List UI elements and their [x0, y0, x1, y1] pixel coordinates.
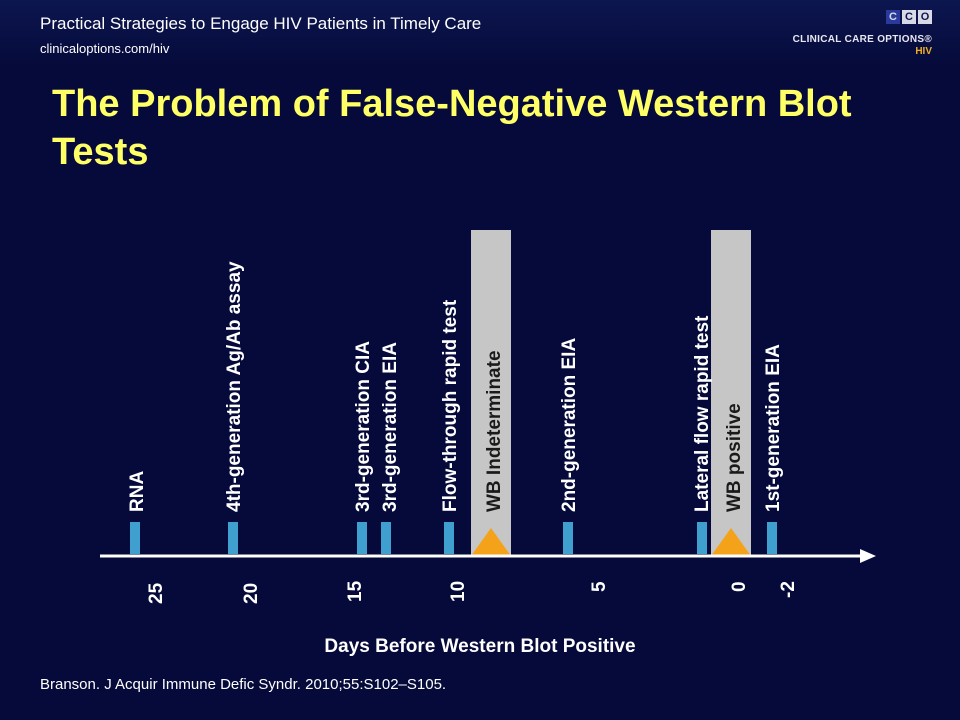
marker-4th-gen: [228, 522, 238, 554]
citation: Branson. J Acquir Immune Defic Syndr. 20…: [40, 676, 447, 693]
presentation-url: clinicaloptions.com/hiv: [40, 41, 170, 56]
marker-3rd-gen-cia: [357, 522, 367, 554]
marker-3rd-gen-eia: [381, 522, 391, 554]
logo-hiv: HIV: [915, 46, 932, 57]
logo-wordmark: CLINICAL CARE OPTIONS®: [792, 34, 932, 45]
label-2nd-gen-eia: 2nd-generation EIA: [559, 338, 580, 512]
slide-header: Practical Strategies to Engage HIV Patie…: [0, 0, 960, 68]
label-lateral-flow: Lateral flow rapid test: [692, 315, 713, 512]
logo-letter-c2: C: [902, 10, 916, 24]
wb-positive-band: [711, 230, 751, 556]
label-3rd-gen-eia: 3rd-generation EIA: [380, 342, 401, 512]
wb-indeterminate-label: WB Indeterminate: [484, 350, 505, 512]
label-4th-gen: 4th-generation Ag/Ab assay: [224, 261, 245, 512]
marker-flow-through: [444, 522, 454, 554]
marker-2nd-gen-eia: [563, 522, 573, 554]
tick-20: 20: [241, 583, 262, 604]
marker-lateral-flow: [697, 522, 707, 554]
wb-positive-triangle: [711, 528, 751, 556]
label-1st-gen-eia: 1st-generation EIA: [763, 344, 784, 512]
tick-0: 0: [729, 581, 750, 592]
tick-10: 10: [448, 581, 469, 602]
tick-minus-2: -2: [778, 581, 799, 598]
tick-15: 15: [345, 580, 366, 602]
wb-indeterminate-band: [471, 230, 511, 556]
presentation-title: Practical Strategies to Engage HIV Patie…: [40, 14, 482, 33]
marker-1st-gen-eia: [767, 522, 777, 554]
slide-title: The Problem of False-Negative Western Bl…: [52, 83, 852, 173]
tick-25: 25: [146, 582, 167, 604]
tick-5: 5: [589, 581, 610, 592]
cco-logo-mark: C C O: [886, 10, 932, 24]
label-rna: RNA: [127, 471, 148, 512]
logo-letter-o: O: [918, 10, 932, 24]
wb-positive-label: WB positive: [724, 403, 745, 512]
label-flow-through: Flow-through rapid test: [440, 299, 461, 512]
timeline-arrowhead: [860, 549, 876, 563]
marker-rna: [130, 522, 140, 554]
logo-letter-c1: C: [886, 10, 900, 24]
cco-logo: C C O CLINICAL CARE OPTIONS® HIV: [782, 10, 932, 60]
label-3rd-gen-cia: 3rd-generation CIA: [353, 341, 374, 512]
axis-caption: Days Before Western Blot Positive: [324, 636, 636, 657]
wb-indeterminate-triangle: [471, 528, 511, 556]
